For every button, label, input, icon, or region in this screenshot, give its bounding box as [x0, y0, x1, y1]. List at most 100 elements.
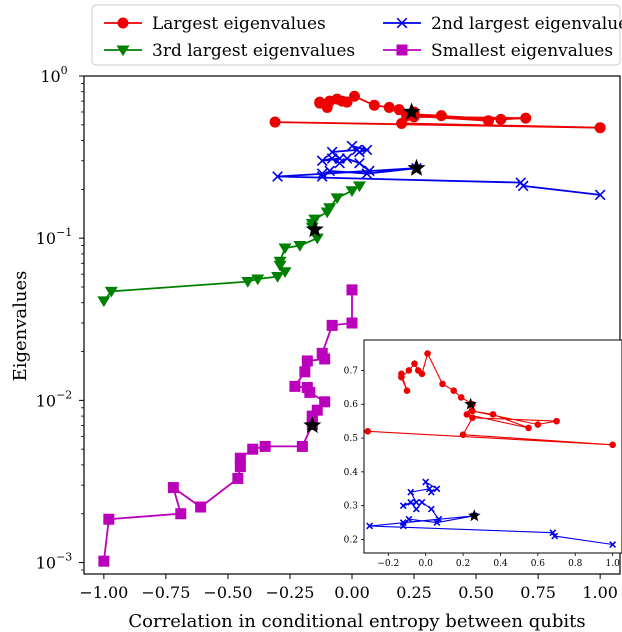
inset-data-point: [433, 519, 441, 527]
inset-data-point: [433, 485, 441, 493]
legend-label: Largest eigenvalues: [152, 14, 326, 34]
inset-data-point: [525, 424, 532, 432]
y-tick-label: 10−3: [36, 551, 73, 573]
data-point: [234, 461, 246, 473]
inset-x-tick-label: 1.0: [605, 559, 620, 569]
inset-data-point: [459, 431, 467, 438]
inset-data-point: [489, 411, 497, 418]
data-point: [289, 380, 301, 392]
data-point: [383, 101, 395, 113]
main-ticks: −1.00 −0.75 −0.50 −0.25 0.00 0.25 0.50 0.75 1.00…: [36, 64, 618, 602]
data-point: [308, 214, 322, 226]
x-tick-label: 0.75: [520, 583, 556, 602]
inset-data-point: [435, 515, 443, 523]
inset-plot-frame: [363, 339, 622, 554]
inset-data-point: [450, 387, 458, 395]
inset-x-tick-label: 0.2: [456, 559, 470, 569]
data-point: [314, 96, 326, 108]
data-point: [234, 452, 246, 464]
inset-y-tick-label: 0.5: [344, 434, 359, 444]
data-point: [345, 186, 359, 197]
x-tick-label: −1.00: [79, 583, 128, 602]
x-tick-label: −0.50: [203, 583, 252, 602]
data-point: [316, 347, 328, 359]
data-point: [195, 501, 207, 513]
data-point: [352, 181, 366, 193]
data-point: [311, 404, 323, 416]
inset-data-point: [412, 498, 420, 506]
data-point: [316, 171, 328, 182]
inset-data-point: [425, 485, 433, 493]
data-point: [354, 157, 365, 169]
data-point: [594, 122, 606, 134]
inset-data-point: [399, 519, 407, 527]
data-point: [251, 274, 265, 286]
inset-data-point: [418, 498, 426, 506]
legend-entries: Largest eigenvalues 2nd largest eigenvalu…: [104, 14, 622, 61]
highlight-star: [402, 102, 421, 120]
data-point: [396, 117, 408, 129]
x-tick-label: −0.75: [141, 583, 190, 602]
data-point: [247, 443, 259, 455]
inset-highlight-star: [464, 397, 477, 410]
inset-y-tick-label: 0.3: [344, 502, 359, 512]
data-point: [278, 243, 292, 255]
data-point: [299, 366, 311, 378]
data-point: [482, 115, 494, 127]
data-point: [296, 440, 308, 452]
data-point: [278, 267, 292, 279]
data-point: [393, 104, 405, 116]
data-point: [310, 233, 324, 245]
main-series: [97, 90, 606, 567]
data-point: [269, 116, 281, 128]
inset-data-point: [405, 367, 413, 374]
inset-data-point: [398, 370, 405, 378]
x-tick-label: −0.25: [265, 583, 314, 602]
inset-data-point: [427, 488, 435, 496]
inset-data-point: [609, 541, 617, 548]
legend-swatch-marker: [117, 17, 129, 29]
inset-x-tick-label: 0.4: [493, 559, 508, 569]
inset-data-point: [364, 427, 372, 435]
data-point: [316, 155, 328, 167]
inset-data-point: [553, 417, 560, 425]
x-axis-title: Correlation in conditional entropy betwe…: [128, 611, 585, 632]
data-point: [103, 513, 115, 525]
inset-y-tick-label: 0.6: [344, 400, 359, 410]
inset-data-point: [424, 350, 431, 357]
inset-x-tick-label: 0.6: [531, 559, 546, 569]
data-point: [104, 286, 118, 298]
inset-data-point: [463, 411, 471, 418]
data-point: [348, 90, 360, 102]
x-tick-label: 1.00: [582, 583, 618, 602]
data-point: [326, 319, 338, 331]
data-point: [346, 140, 358, 152]
main-plot-frame: [83, 75, 621, 575]
inset-data-point: [427, 505, 435, 513]
inset-data-point: [414, 367, 422, 374]
data-point: [97, 296, 111, 308]
inset-series: [364, 350, 617, 548]
legend-swatch-marker: [396, 17, 408, 29]
data-point: [326, 146, 338, 158]
inset-data-point: [366, 522, 374, 530]
inset-y-tick-label: 0.4: [344, 468, 359, 478]
inset-data-point: [403, 387, 411, 395]
data-point: [301, 382, 313, 394]
inset-data-point: [412, 505, 420, 513]
data-point: [520, 112, 532, 124]
inset-y-tick-label: 0.2: [344, 535, 358, 545]
data-point: [316, 168, 328, 180]
highlight-star: [407, 158, 426, 176]
data-point: [364, 165, 375, 177]
data-point: [319, 353, 331, 365]
inset-data-point: [407, 488, 415, 496]
data-point: [259, 440, 271, 452]
legend-swatch-marker: [116, 45, 130, 57]
data-point: [98, 555, 110, 567]
y-tick-label: 100: [40, 64, 67, 86]
inset-data-point: [422, 478, 430, 486]
inset-data-point: [609, 441, 616, 449]
data-point: [330, 193, 344, 205]
